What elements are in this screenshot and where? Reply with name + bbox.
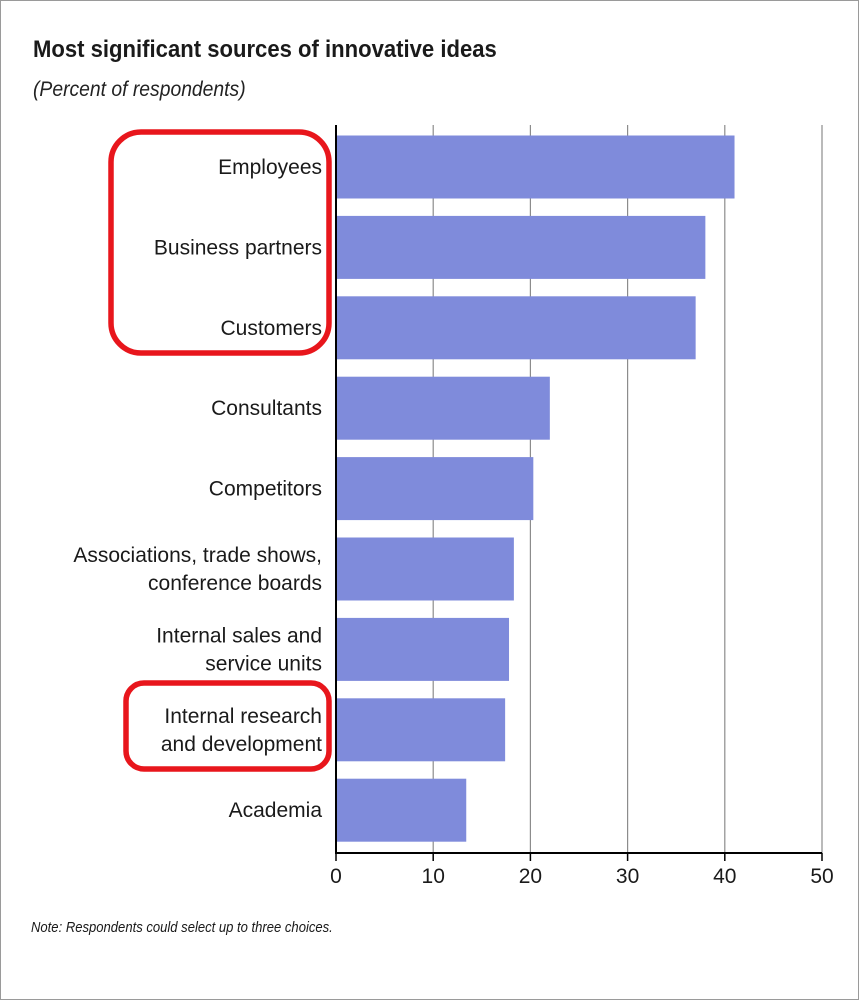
category-label: and development bbox=[161, 733, 322, 756]
x-tick-label: 0 bbox=[330, 865, 342, 888]
bar bbox=[336, 135, 735, 199]
x-tick-label: 40 bbox=[713, 865, 736, 888]
bar bbox=[336, 617, 510, 681]
category-label: Associations, trade shows, bbox=[73, 544, 322, 567]
x-tick-label: 30 bbox=[616, 865, 639, 888]
x-tick-label: 50 bbox=[810, 865, 833, 888]
category-label: Consultants bbox=[211, 397, 322, 420]
bar bbox=[336, 698, 506, 762]
bar bbox=[336, 215, 706, 279]
chart-title: Most significant sources of innovative i… bbox=[33, 36, 497, 63]
category-label: Competitors bbox=[209, 478, 322, 501]
category-label: Customers bbox=[220, 317, 322, 340]
category-label: Internal research bbox=[164, 705, 322, 728]
category-label: Academia bbox=[229, 799, 323, 822]
bar bbox=[336, 376, 550, 440]
x-tick-label: 10 bbox=[422, 865, 445, 888]
category-label: conference boards bbox=[148, 572, 322, 595]
chart-subtitle: (Percent of respondents) bbox=[33, 78, 246, 101]
x-tick-label: 20 bbox=[519, 865, 542, 888]
highlight-box-rnd bbox=[123, 680, 332, 772]
chart-note: Note: Respondents could select up to thr… bbox=[31, 920, 333, 936]
category-label: Internal sales and bbox=[156, 624, 322, 647]
highlight-box-top bbox=[108, 129, 332, 356]
bar bbox=[336, 778, 467, 842]
category-label: Business partners bbox=[154, 236, 322, 259]
category-label: service units bbox=[205, 652, 322, 675]
bar bbox=[336, 296, 696, 360]
bar bbox=[336, 537, 514, 601]
category-label: Employees bbox=[218, 156, 322, 179]
bar bbox=[336, 457, 534, 521]
